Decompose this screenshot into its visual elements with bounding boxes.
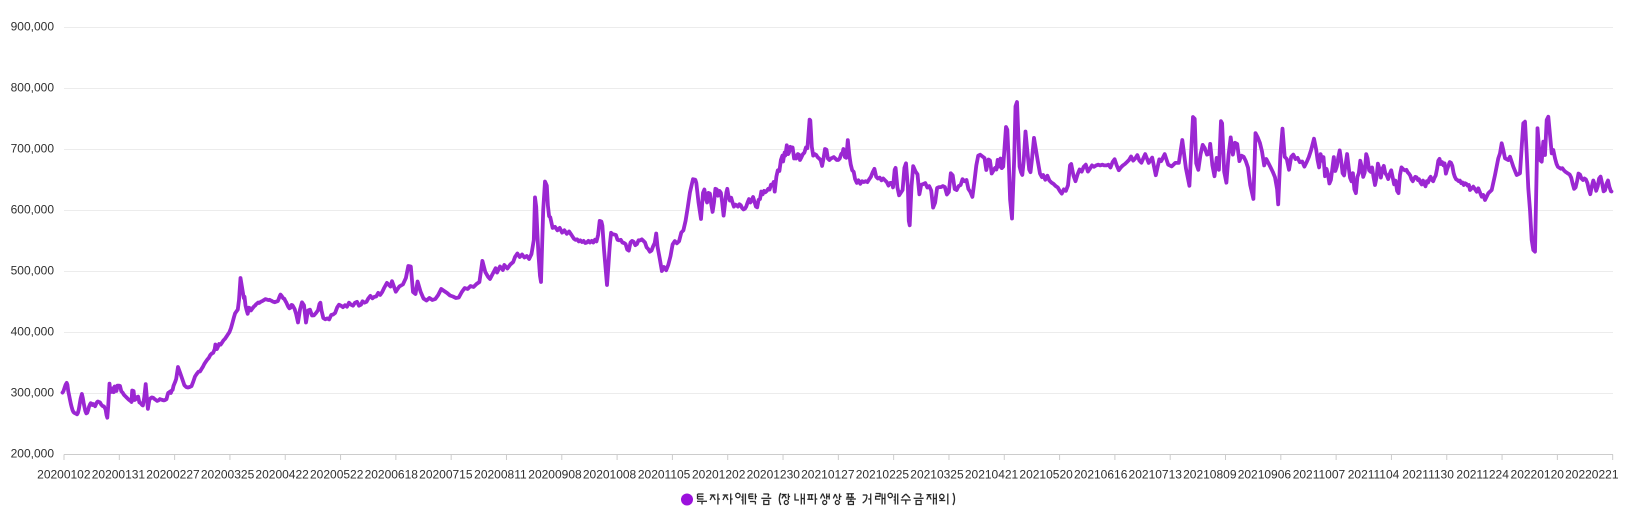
svg-text:20200908: 20200908 xyxy=(528,468,582,482)
svg-text:20200422: 20200422 xyxy=(255,468,309,482)
svg-text:700,000: 700,000 xyxy=(11,142,55,156)
svg-text:20210325: 20210325 xyxy=(910,468,964,482)
svg-text:20220221: 20220221 xyxy=(1565,468,1619,482)
svg-text:20211104: 20211104 xyxy=(1348,468,1400,482)
svg-text:20210713: 20210713 xyxy=(1129,468,1183,482)
svg-text:20200522: 20200522 xyxy=(310,468,364,482)
svg-text:20200227: 20200227 xyxy=(146,468,200,482)
svg-text:20211007: 20211007 xyxy=(1293,468,1346,482)
svg-text:200,000: 200,000 xyxy=(11,447,55,461)
svg-text:600,000: 600,000 xyxy=(11,203,55,217)
svg-text:20201105: 20201105 xyxy=(638,468,691,482)
svg-text:20210520: 20210520 xyxy=(1019,468,1073,482)
svg-text:20210906: 20210906 xyxy=(1238,468,1292,482)
svg-text:500,000: 500,000 xyxy=(11,264,55,278)
svg-text:20200811: 20200811 xyxy=(474,468,527,482)
svg-text:800,000: 800,000 xyxy=(11,81,55,95)
svg-text:20210809: 20210809 xyxy=(1183,468,1237,482)
svg-text:20200131: 20200131 xyxy=(92,468,146,482)
svg-text:20210616: 20210616 xyxy=(1074,468,1128,482)
svg-text:20220120: 20220120 xyxy=(1511,468,1565,482)
svg-text:20200715: 20200715 xyxy=(419,468,473,482)
svg-text:20200325: 20200325 xyxy=(201,468,255,482)
svg-text:20200618: 20200618 xyxy=(365,468,419,482)
svg-text:20210421: 20210421 xyxy=(965,468,1019,482)
svg-text:20210127: 20210127 xyxy=(801,468,855,482)
svg-text:20201202: 20201202 xyxy=(692,468,746,482)
svg-text:20211224: 20211224 xyxy=(1456,468,1509,482)
svg-text:20201230: 20201230 xyxy=(747,468,801,482)
svg-text:20210225: 20210225 xyxy=(856,468,910,482)
svg-text:300,000: 300,000 xyxy=(11,386,55,400)
svg-text:400,000: 400,000 xyxy=(11,325,55,339)
svg-text:900,000: 900,000 xyxy=(11,20,55,34)
svg-text:20200102: 20200102 xyxy=(37,468,91,482)
svg-text:20201008: 20201008 xyxy=(583,468,637,482)
svg-text:20211130: 20211130 xyxy=(1402,468,1454,482)
